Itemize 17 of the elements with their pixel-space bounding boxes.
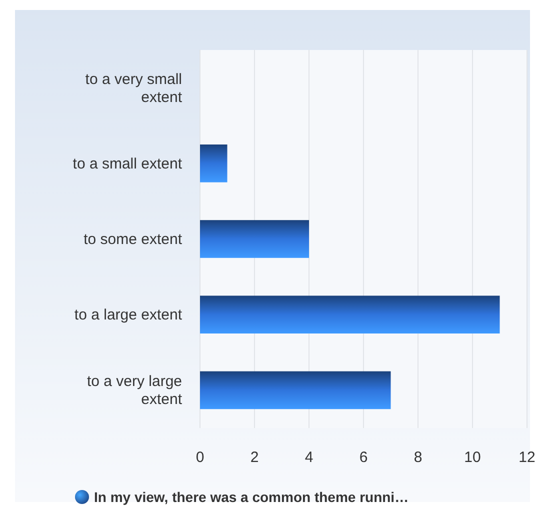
bar	[200, 371, 391, 410]
bar	[200, 144, 228, 182]
y-tick-label: to a large extent	[74, 306, 183, 324]
x-tick-label: 0	[196, 449, 204, 466]
y-tick-label: to a very small extent	[85, 70, 183, 106]
bar	[200, 220, 309, 258]
y-tick-label: to some extent	[84, 231, 183, 248]
x-tick-label: 2	[250, 449, 259, 466]
x-tick-label: 6	[359, 449, 368, 466]
x-tick-label: 8	[414, 449, 422, 466]
x-tick-label: 4	[304, 449, 314, 466]
x-tick-label: 10	[464, 449, 481, 466]
legend-label: In my view, there was a common theme runni…	[94, 489, 409, 505]
x-tick-label: 12	[518, 449, 536, 466]
y-tick-label: to a small extent	[72, 155, 183, 172]
y-tick-label: to a very large extent	[86, 373, 183, 408]
bar	[200, 296, 500, 334]
